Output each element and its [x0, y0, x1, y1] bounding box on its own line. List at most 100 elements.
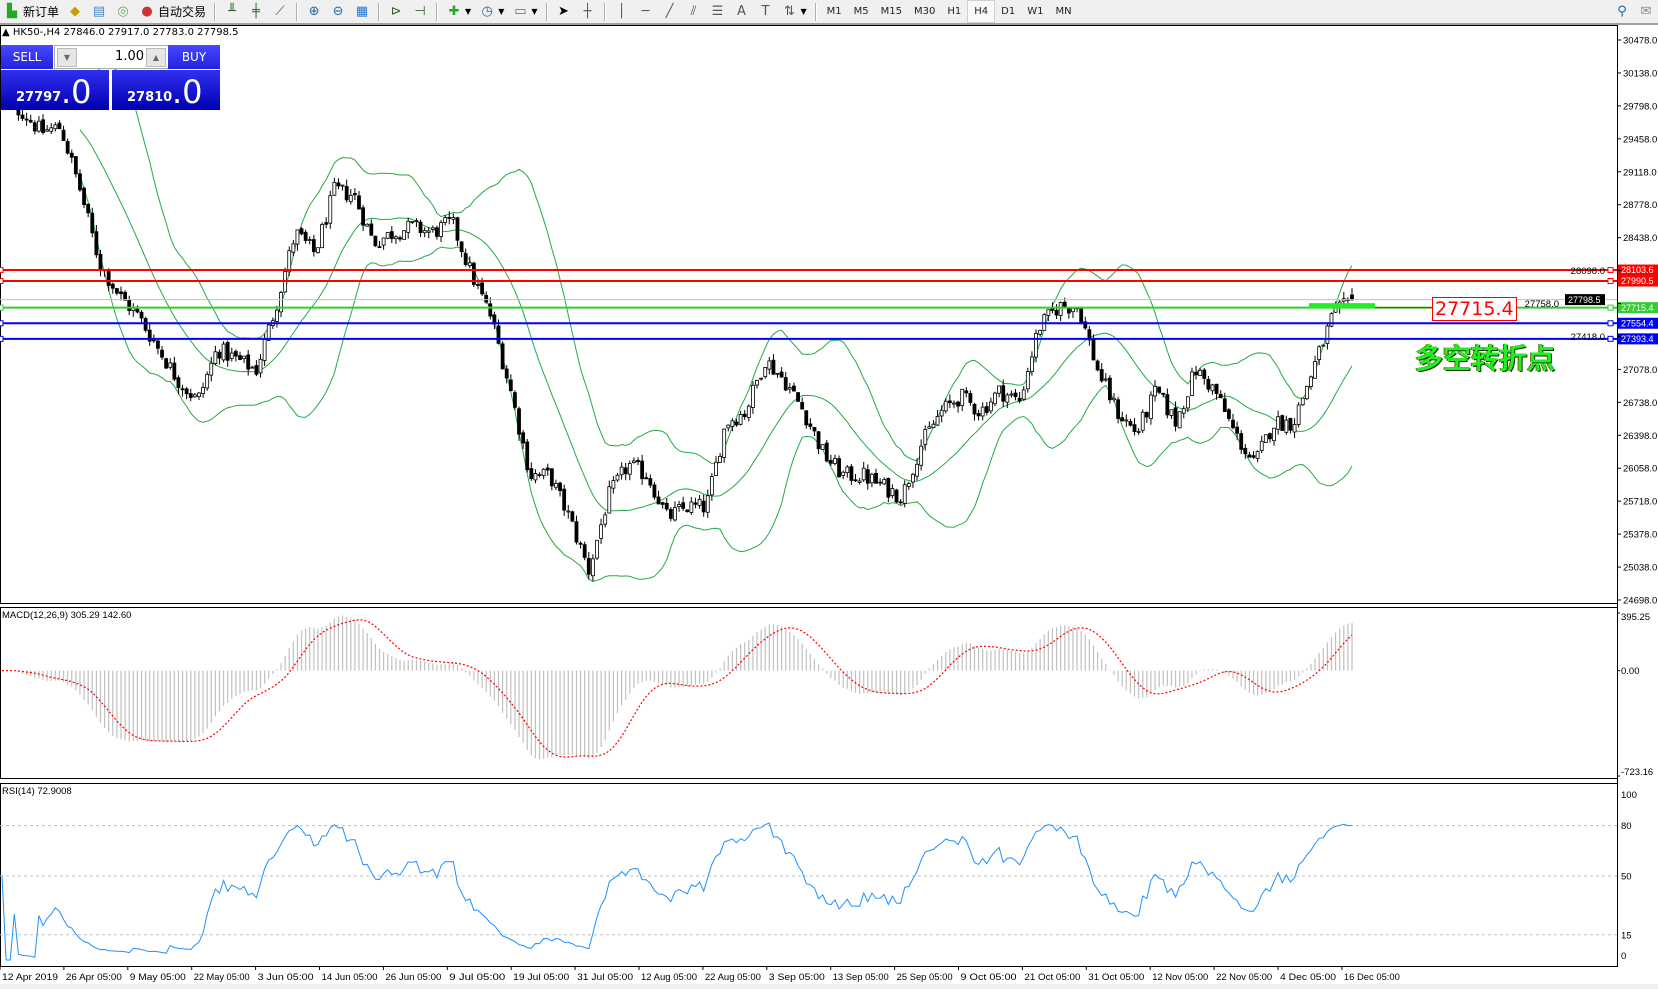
- buy-price-button[interactable]: 27810 .0: [112, 70, 220, 110]
- sell-price-button[interactable]: 27797 .0: [1, 70, 109, 110]
- timeframe-h4[interactable]: H4: [967, 0, 996, 23]
- candle: [426, 230, 431, 233]
- crosshair-button[interactable]: ┼: [576, 1, 600, 22]
- candle: [1079, 307, 1084, 324]
- arrows-button[interactable]: ⇅ ▼: [778, 1, 811, 22]
- chat-button[interactable]: ✉: [1634, 1, 1658, 22]
- zoom-in-button[interactable]: ⊕: [302, 1, 326, 22]
- date-tick-label: 31 Oct 05:00: [1088, 972, 1144, 983]
- candle: [361, 207, 365, 226]
- candle: [184, 388, 189, 395]
- timeframe-m30[interactable]: M30: [914, 6, 936, 17]
- candle: [1325, 325, 1330, 344]
- timeframe-mn[interactable]: MN: [1055, 6, 1072, 17]
- autoscroll-button[interactable]: ⊳: [384, 1, 408, 22]
- candle: [250, 366, 255, 369]
- candle: [78, 173, 82, 191]
- tile-windows-button[interactable]: ▦: [350, 1, 374, 22]
- timeframe-w1[interactable]: W1: [1027, 6, 1044, 17]
- candle: [496, 325, 501, 344]
- timeframe-h1[interactable]: H1: [947, 6, 962, 17]
- candle: [1153, 385, 1157, 397]
- candle: [656, 496, 661, 505]
- lot-size-input[interactable]: ▼ 1.00 ▲: [54, 45, 169, 69]
- candle: [619, 466, 624, 476]
- date-tick-label: 26 Apr 05:00: [66, 972, 122, 983]
- line-chart-icon: ⟋: [275, 3, 285, 19]
- templates-button[interactable]: ▭ ▼: [508, 1, 541, 22]
- candle: [225, 342, 230, 361]
- fibonacci-button[interactable]: ☰: [706, 1, 730, 22]
- arrows-icon: ⇅: [784, 3, 795, 19]
- text-label-button[interactable]: T: [754, 1, 778, 22]
- candle: [746, 405, 751, 418]
- candle: [1116, 399, 1121, 419]
- horizontal-line-button[interactable]: ─: [634, 1, 658, 22]
- candle: [1140, 411, 1145, 431]
- template-icon: ▭: [514, 3, 527, 19]
- search-icon: ⚲: [1617, 3, 1627, 19]
- candle: [1013, 392, 1018, 398]
- lot-increase-button[interactable]: ▲: [146, 48, 166, 67]
- candle: [110, 283, 115, 289]
- candle: [1210, 384, 1215, 392]
- timeframe-m15[interactable]: M15: [880, 6, 903, 17]
- candle: [1185, 396, 1190, 409]
- candle: [266, 324, 271, 341]
- zoom-in-icon: ⊕: [308, 3, 320, 19]
- candle: [677, 504, 681, 508]
- current-price-badge: [1565, 294, 1605, 306]
- candle: [279, 292, 283, 313]
- terminal-button[interactable]: ▤: [87, 1, 111, 22]
- sell-button[interactable]: SELL: [1, 45, 53, 69]
- candle: [1231, 419, 1235, 429]
- timeframe-m5[interactable]: M5: [853, 6, 869, 17]
- candle: [615, 474, 620, 481]
- vertical-line-button[interactable]: │: [610, 1, 634, 22]
- text-button[interactable]: A: [730, 1, 754, 22]
- pivot-annotation-text[interactable]: 多空转折点: [1415, 342, 1556, 375]
- line-chart-button[interactable]: ⟋: [268, 1, 292, 22]
- candle: [422, 230, 427, 234]
- candle: [504, 368, 509, 379]
- trendline-button[interactable]: ╱: [658, 1, 682, 22]
- periods-button[interactable]: ◷ ▼: [475, 1, 508, 22]
- sell-price: 27797: [16, 90, 62, 105]
- candle: [1103, 378, 1108, 381]
- bar-chart-button[interactable]: ╨: [220, 1, 244, 22]
- history-icon: ◆: [70, 3, 81, 19]
- candle: [837, 458, 841, 478]
- history-center-button[interactable]: ◆: [63, 1, 87, 22]
- candle: [714, 461, 718, 476]
- candlestick-button[interactable]: ╪: [244, 1, 268, 22]
- trendline-icon: ╱: [665, 3, 674, 19]
- equidistant-channel-button[interactable]: ⫽: [682, 1, 706, 22]
- signals-button[interactable]: ◎: [111, 1, 135, 22]
- candle: [841, 471, 846, 476]
- auto-trading-button[interactable]: ● 自动交易: [135, 1, 210, 22]
- candle: [566, 510, 571, 513]
- chart-shift-button[interactable]: ⊣: [408, 1, 432, 22]
- candle: [156, 340, 160, 349]
- candle: [242, 355, 246, 359]
- candle: [439, 222, 443, 237]
- cursor-button[interactable]: ➤: [552, 1, 576, 22]
- timeframe-d1[interactable]: D1: [1001, 6, 1016, 17]
- lot-decrease-button[interactable]: ▼: [57, 48, 77, 67]
- pivot-price-label[interactable]: 27715.4: [1432, 297, 1517, 321]
- chat-icon: ✉: [1640, 3, 1652, 19]
- bollinger-lower: [79, 175, 1353, 583]
- candle: [529, 468, 534, 480]
- candle: [697, 498, 702, 506]
- timeframe-m1[interactable]: M1: [826, 6, 842, 17]
- candle: [1259, 440, 1264, 451]
- indicators-button[interactable]: ✚ ▼: [442, 1, 475, 22]
- new-order-icon: ▙: [7, 3, 17, 19]
- search-button[interactable]: ⚲: [1610, 1, 1634, 22]
- zoom-out-button[interactable]: ⊖: [326, 1, 350, 22]
- buy-button[interactable]: BUY: [168, 45, 220, 69]
- new-order-button[interactable]: ▙ 新订单: [0, 1, 63, 22]
- candle: [1235, 426, 1240, 434]
- candle: [123, 291, 128, 301]
